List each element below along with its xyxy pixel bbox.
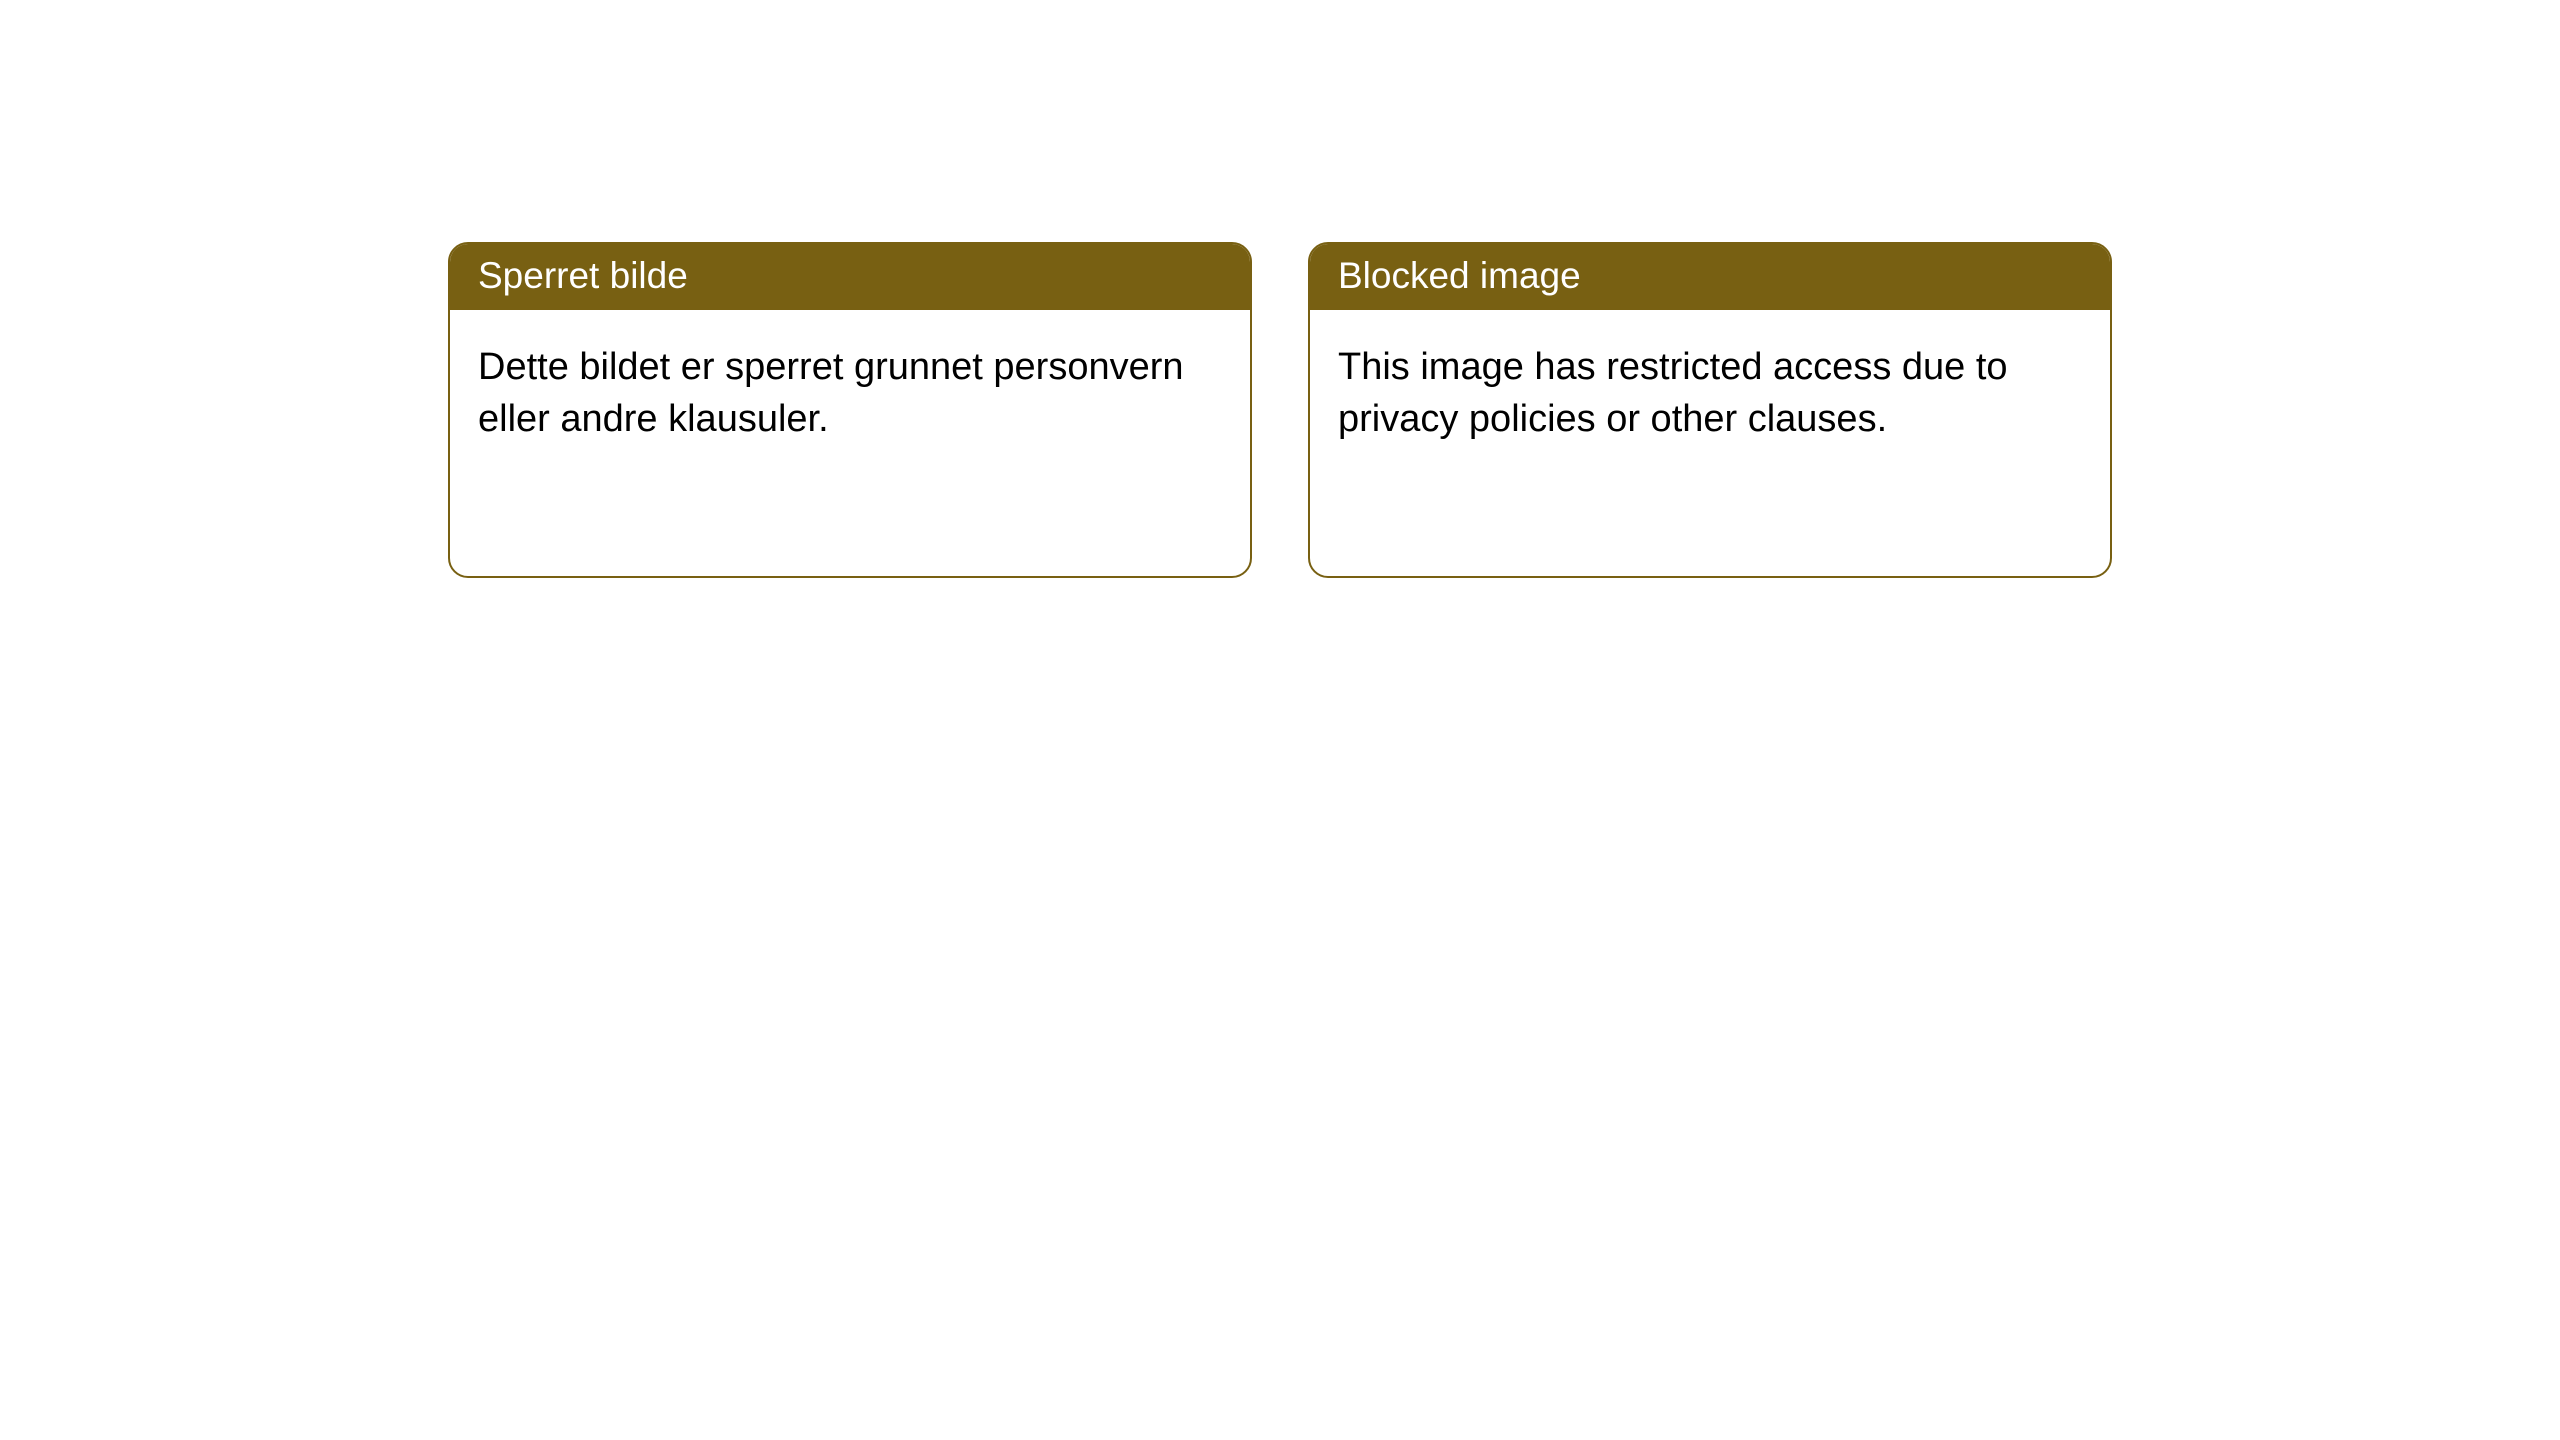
notice-title: Blocked image	[1310, 244, 2110, 310]
notice-card-english: Blocked image This image has restricted …	[1308, 242, 2112, 578]
notice-body: Dette bildet er sperret grunnet personve…	[450, 310, 1250, 477]
notice-title: Sperret bilde	[450, 244, 1250, 310]
notice-card-norwegian: Sperret bilde Dette bildet er sperret gr…	[448, 242, 1252, 578]
notice-container: Sperret bilde Dette bildet er sperret gr…	[0, 0, 2560, 578]
notice-body: This image has restricted access due to …	[1310, 310, 2110, 477]
